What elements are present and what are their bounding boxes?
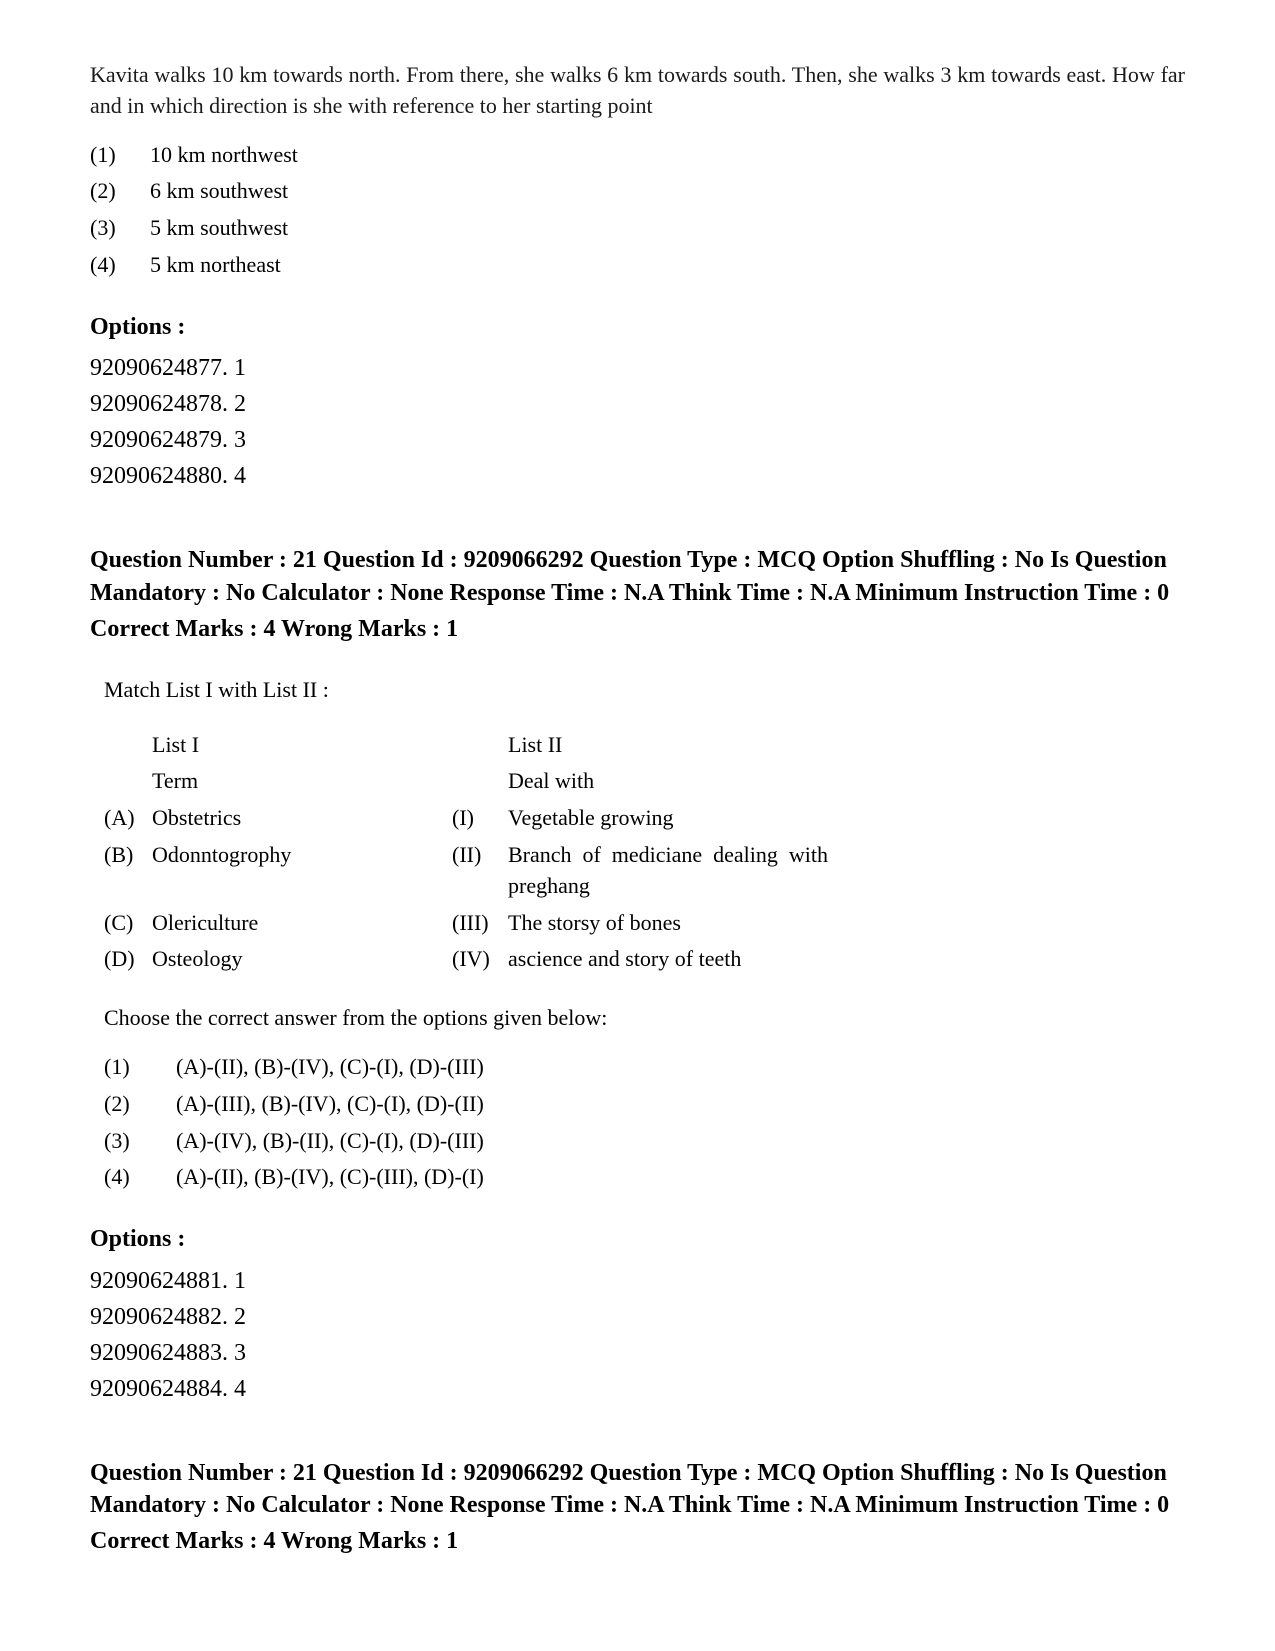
list1-subtitle: Term [152, 766, 452, 797]
choice-number: (4) [90, 250, 150, 281]
match-row: (D) Osteology (IV) ascience and story of… [104, 944, 1185, 975]
q3-marks: Correct Marks : 4 Wrong Marks : 1 [90, 1525, 1185, 1559]
answer-text: (A)-(IV), (B)-(II), (C)-(I), (D)-(III) [176, 1126, 1185, 1157]
option-item: 92090624883. 3 [90, 1335, 1185, 1371]
row-b-letter: (III) [452, 908, 508, 939]
option-item: 92090624881. 1 [90, 1263, 1185, 1299]
list1-title: List I [152, 730, 452, 761]
answer-number: (2) [104, 1089, 176, 1120]
option-item: 92090624877. 1 [90, 350, 1185, 386]
q2-options-list: 92090624881. 1 92090624882. 2 9209062488… [90, 1263, 1185, 1407]
answer-number: (1) [104, 1052, 176, 1083]
answer-row: (2) (A)-(III), (B)-(IV), (C)-(I), (D)-(I… [104, 1089, 1185, 1120]
row-a-letter: (C) [104, 908, 152, 939]
q1-choice-row: (2) 6 km southwest [90, 176, 1185, 207]
row-a-text: Olericulture [152, 908, 452, 939]
option-item: 92090624879. 3 [90, 422, 1185, 458]
row-a-letter: (D) [104, 944, 152, 975]
answer-row: (1) (A)-(II), (B)-(IV), (C)-(I), (D)-(II… [104, 1052, 1185, 1083]
blank [452, 766, 508, 797]
choice-label: 10 km northwest [150, 140, 1185, 171]
q1-choice-row: (1) 10 km northwest [90, 140, 1185, 171]
choice-label: 6 km southwest [150, 176, 1185, 207]
option-item: 92090624878. 2 [90, 386, 1185, 422]
choice-label: 5 km northeast [150, 250, 1185, 281]
page: Kavita walks 10 km towards north. From t… [0, 0, 1275, 1651]
choice-label: 5 km southwest [150, 213, 1185, 244]
answer-number: (3) [104, 1126, 176, 1157]
row-b-text: ascience and story of teeth [508, 944, 828, 975]
row-a-text: Osteology [152, 944, 452, 975]
choice-number: (1) [90, 140, 150, 171]
q1-choice-row: (3) 5 km southwest [90, 213, 1185, 244]
row-a-text: Odonntogrophy [152, 840, 452, 902]
q1-options-list: 92090624877. 1 92090624878. 2 9209062487… [90, 350, 1185, 494]
match-row: (B) Odonntogrophy (II) Branch of medicia… [104, 840, 1185, 902]
blank [104, 730, 152, 761]
q1-choice-list: (1) 10 km northwest (2) 6 km southwest (… [90, 140, 1185, 281]
answer-row: (3) (A)-(IV), (B)-(II), (C)-(I), (D)-(II… [104, 1126, 1185, 1157]
q2-meta: Question Number : 21 Question Id : 92090… [90, 544, 1185, 609]
q1-question-text: Kavita walks 10 km towards north. From t… [90, 60, 1185, 122]
match-header-row: List I List II [104, 730, 1185, 761]
row-b-letter: (IV) [452, 944, 508, 975]
row-b-text: Vegetable growing [508, 803, 828, 834]
row-b-text: The storsy of bones [508, 908, 828, 939]
row-a-letter: (B) [104, 840, 152, 902]
list2-subtitle: Deal with [508, 766, 828, 797]
option-item: 92090624882. 2 [90, 1299, 1185, 1335]
match-table: List I List II Term Deal with (A) Obstet… [104, 730, 1185, 976]
q3-meta: Question Number : 21 Question Id : 92090… [90, 1457, 1185, 1522]
match-row: (A) Obstetrics (I) Vegetable growing [104, 803, 1185, 834]
list2-title: List II [508, 730, 828, 761]
answer-text: (A)-(III), (B)-(IV), (C)-(I), (D)-(II) [176, 1089, 1185, 1120]
choice-number: (2) [90, 176, 150, 207]
q1-options-header: Options : [90, 311, 1185, 345]
option-item: 92090624884. 4 [90, 1371, 1185, 1407]
blank [452, 730, 508, 761]
q2-answer-choices: (1) (A)-(II), (B)-(IV), (C)-(I), (D)-(II… [104, 1052, 1185, 1193]
q2-choose-line: Choose the correct answer from the optio… [104, 1003, 1185, 1034]
q1-choice-row: (4) 5 km northeast [90, 250, 1185, 281]
answer-number: (4) [104, 1162, 176, 1193]
match-subheader-row: Term Deal with [104, 766, 1185, 797]
q2-options-header: Options : [90, 1223, 1185, 1257]
q2-instruction: Match List I with List II : [104, 675, 1185, 706]
match-row: (C) Olericulture (III) The storsy of bon… [104, 908, 1185, 939]
blank [104, 766, 152, 797]
row-b-text: Branch of mediciane dealing with preghan… [508, 840, 828, 902]
answer-row: (4) (A)-(II), (B)-(IV), (C)-(III), (D)-(… [104, 1162, 1185, 1193]
option-item: 92090624880. 4 [90, 458, 1185, 494]
answer-text: (A)-(II), (B)-(IV), (C)-(III), (D)-(I) [176, 1162, 1185, 1193]
row-a-text: Obstetrics [152, 803, 452, 834]
q2-marks: Correct Marks : 4 Wrong Marks : 1 [90, 613, 1185, 647]
row-b-letter: (I) [452, 803, 508, 834]
answer-text: (A)-(II), (B)-(IV), (C)-(I), (D)-(III) [176, 1052, 1185, 1083]
row-a-letter: (A) [104, 803, 152, 834]
row-b-letter: (II) [452, 840, 508, 902]
choice-number: (3) [90, 213, 150, 244]
